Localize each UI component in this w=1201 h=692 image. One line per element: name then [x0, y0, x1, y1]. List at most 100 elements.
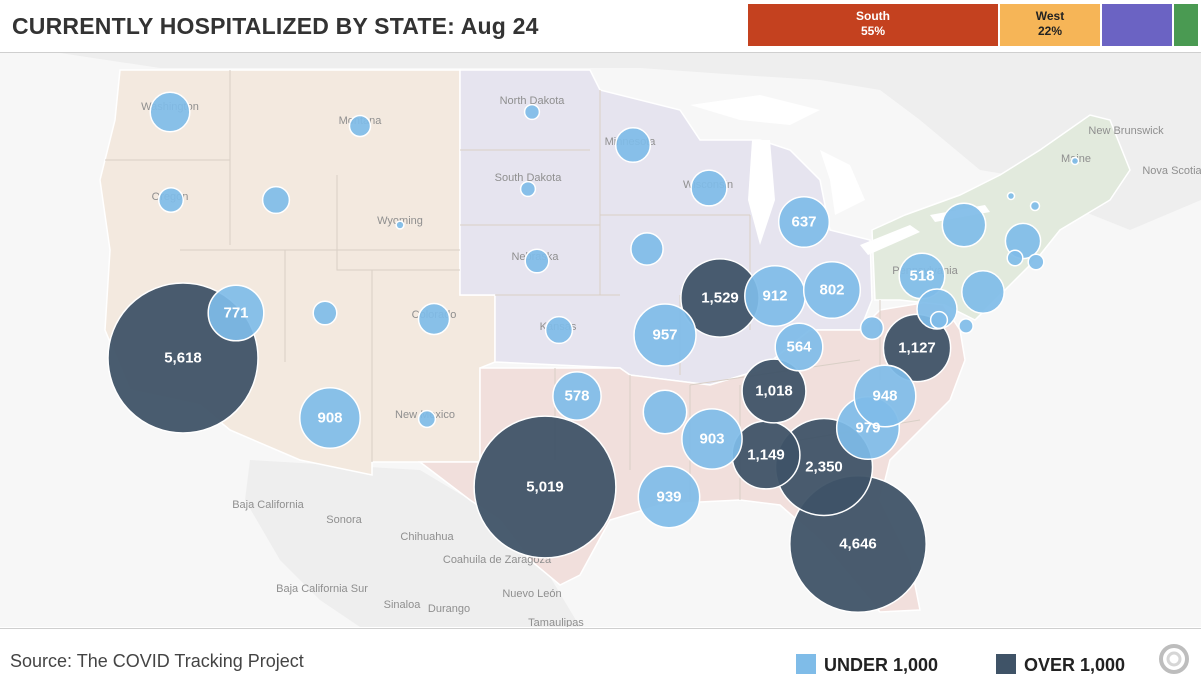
place-label: Nova Scotia	[1142, 165, 1201, 177]
bubble-ri[interactable]	[1027, 253, 1045, 271]
place-label: Baja California Sur	[276, 583, 368, 595]
header: CURRENTLY HOSPITALIZED BY STATE: Aug 24 …	[0, 0, 1201, 53]
bubble-tx[interactable]	[473, 415, 617, 559]
region-segment-northeast	[1174, 4, 1198, 46]
source-note: Source: The COVID Tracking Project	[10, 651, 304, 671]
bubble-mi[interactable]	[777, 195, 831, 249]
bubble-label-mi: 637	[791, 214, 816, 231]
bubble-me[interactable]	[1070, 156, 1080, 166]
bubble-label-nc: 948	[872, 388, 897, 405]
region-share: 22%	[1037, 24, 1063, 38]
bubble-nj[interactable]	[961, 270, 1005, 314]
bubble-de[interactable]	[958, 318, 974, 334]
bubble-label-ky: 564	[786, 339, 812, 356]
bubble-layer: 5,618 5,019 4,646 2,350 1,529 1,149 1,127 1,018…	[107, 91, 1080, 613]
bubble-label-mo: 957	[652, 327, 677, 344]
place-label: Durango	[428, 603, 470, 615]
bubble-vt[interactable]	[1006, 191, 1016, 201]
place-label: New Brunswick	[1088, 125, 1164, 137]
place-label: Baja California	[232, 499, 304, 511]
region-name: West	[1035, 9, 1065, 23]
region-name: South	[856, 9, 890, 23]
bubble-mt[interactable]	[348, 114, 372, 138]
place-label: Sonora	[326, 514, 362, 526]
place-label: Tamaulipas	[528, 617, 584, 627]
place-label: South Dakota	[495, 172, 563, 184]
legend-under-label: UNDER 1,000	[824, 655, 939, 675]
bubble-ks[interactable]	[544, 315, 574, 345]
bubble-az[interactable]	[299, 387, 361, 449]
bubble-label-tn: 1,018	[755, 383, 793, 400]
lake-huron	[820, 150, 865, 215]
region-segment-south: South 55%	[748, 4, 998, 46]
bubble-co[interactable]	[417, 302, 451, 336]
bubble-or[interactable]	[157, 186, 185, 214]
bubble-wv[interactable]	[859, 315, 885, 341]
bubble-sd[interactable]	[519, 180, 537, 198]
map-area: WashingtonOregonMontanaWyomingNorth Dako…	[0, 53, 1201, 629]
bubble-label-oh: 802	[819, 282, 844, 299]
bubble-label-ms: 903	[699, 431, 724, 448]
bubble-nm[interactable]	[417, 409, 437, 429]
place-label: Chihuahua	[400, 531, 454, 543]
bubble-ar[interactable]	[642, 389, 688, 435]
bubble-label-pa: 518	[909, 268, 934, 285]
covid-tracking-logo-icon	[1159, 644, 1189, 674]
bubble-label-va: 1,127	[898, 340, 936, 357]
bubble-wi[interactable]	[690, 169, 728, 207]
region-share-bar: South 55% West 22%	[748, 4, 1198, 46]
bubble-nh[interactable]	[1029, 200, 1041, 212]
bubble-label-ca: 5,618	[164, 350, 202, 367]
chart-title: CURRENTLY HOSPITALIZED BY STATE: Aug 24	[12, 13, 539, 39]
bubble-label-il: 1,529	[701, 290, 739, 307]
bubble-oh[interactable]	[802, 260, 862, 320]
bubble-dc[interactable]	[929, 310, 949, 330]
bubble-mn[interactable]	[614, 126, 652, 164]
bubble-mo[interactable]	[633, 303, 697, 367]
bubble-label-nv: 771	[223, 305, 248, 322]
legend-over-label: OVER 1,000	[1024, 655, 1126, 675]
bubble-ny[interactable]	[941, 202, 987, 248]
bubble-label-az: 908	[317, 410, 342, 427]
bubble-id[interactable]	[261, 185, 291, 215]
place-label: North Dakota	[500, 95, 566, 107]
bubble-ms[interactable]	[681, 408, 743, 470]
bubble-ia[interactable]	[630, 232, 664, 266]
place-label: Sinaloa	[384, 599, 422, 611]
place-label: Coahuila de Zaragoza	[443, 554, 552, 566]
region-segment-west: West 22%	[1000, 4, 1100, 46]
bubble-label-ga: 2,350	[805, 459, 843, 476]
us-map: WashingtonOregonMontanaWyomingNorth Dako…	[0, 53, 1201, 629]
footer: Source: The COVID Tracking Project UNDER…	[0, 628, 1201, 692]
bubble-wa[interactable]	[149, 91, 191, 133]
bubble-ut[interactable]	[312, 300, 338, 326]
lake-michigan	[748, 140, 775, 245]
bubble-nc[interactable]	[853, 364, 917, 428]
bubble-ok[interactable]	[552, 371, 602, 421]
lake-erie	[860, 225, 920, 255]
bubble-label-al: 1,149	[747, 447, 785, 464]
canada-land	[60, 53, 1201, 230]
bubble-label-sc: 979	[855, 420, 880, 437]
bubble-label-in: 912	[762, 288, 787, 305]
bubble-ne[interactable]	[524, 248, 550, 274]
region-segment-midwest	[1102, 4, 1172, 46]
bubble-wy[interactable]	[395, 220, 405, 230]
mexico-land	[245, 460, 580, 627]
bubble-nd[interactable]	[523, 103, 541, 121]
bubble-label-ok: 578	[564, 388, 589, 405]
bubble-ct[interactable]	[1006, 249, 1024, 267]
bubble-label-la: 939	[656, 489, 681, 506]
bubble-la[interactable]	[637, 465, 701, 529]
bubble-label-tx: 5,019	[526, 479, 564, 496]
place-label: Nuevo León	[502, 588, 561, 600]
lake-superior	[690, 95, 820, 125]
bubble-tn[interactable]	[741, 358, 807, 424]
bubble-label-fl: 4,646	[839, 536, 877, 553]
legend-over: OVER 1,000	[996, 654, 1125, 676]
region-share: 55%	[860, 24, 886, 38]
legend-under: UNDER 1,000	[796, 654, 938, 676]
bubble-ky[interactable]	[774, 322, 824, 372]
legend-swatch-over	[996, 654, 1016, 674]
bubble-nv[interactable]	[207, 284, 265, 342]
